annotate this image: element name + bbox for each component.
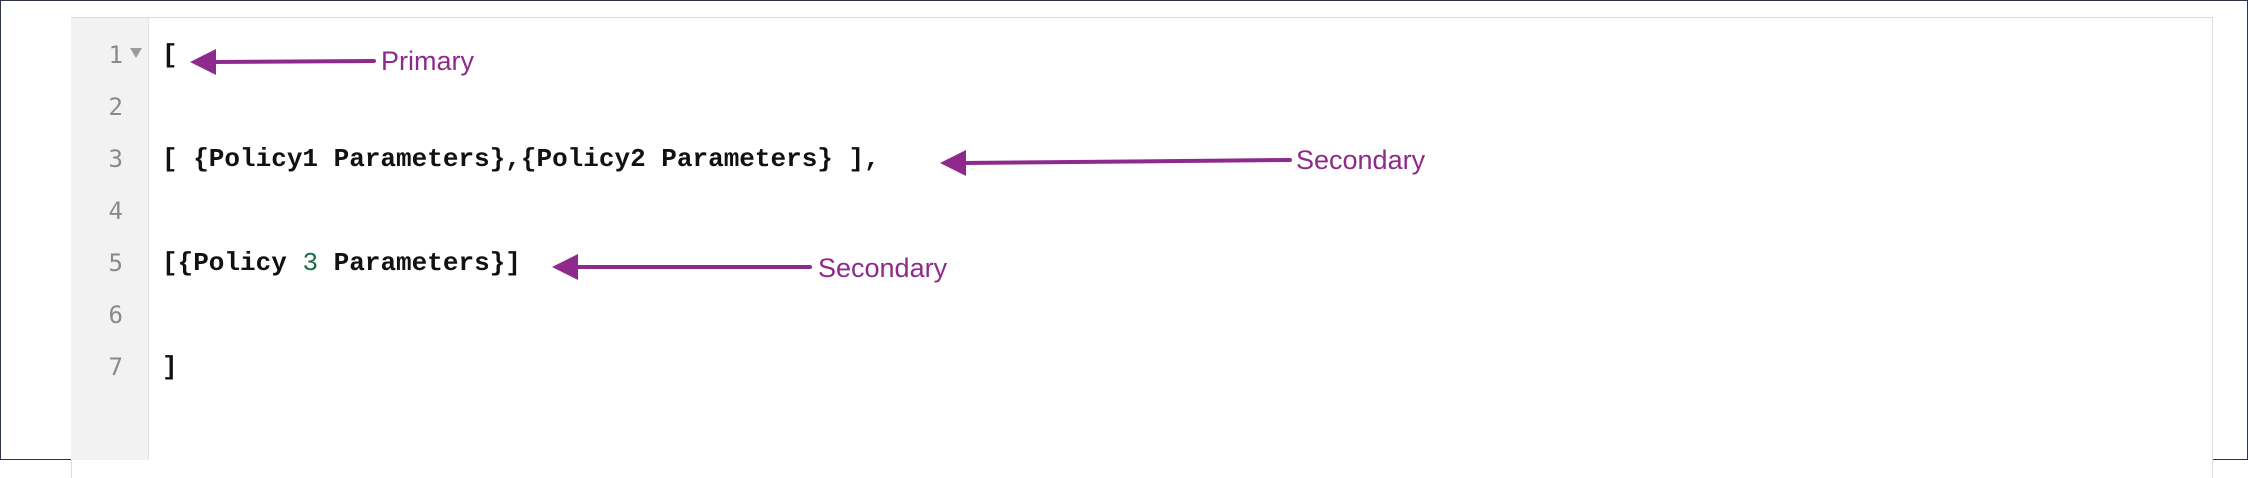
line-number-gutter: [71, 18, 149, 460]
code-number-token: 3: [302, 248, 319, 278]
line-number-6: 6: [108, 301, 123, 329]
fold-arrow-icon[interactable]: [130, 48, 142, 58]
secondary-label-1: Secondary: [1296, 145, 1426, 175]
code-line-5-end: Parameters}]: [318, 248, 521, 278]
line-number-7: 7: [108, 353, 123, 381]
line-number-3: 3: [108, 145, 123, 173]
line-number-1: 1: [108, 41, 123, 69]
code-line-5[interactable]: [{Policy 3 Parameters}]: [162, 248, 521, 278]
line-number-5: 5: [108, 249, 123, 277]
line-number-2: 2: [108, 93, 123, 121]
code-line-7[interactable]: ]: [162, 352, 178, 382]
code-line-5-start: [{Policy: [162, 248, 303, 278]
code-line-3[interactable]: [ {Policy1 Parameters},{Policy2 Paramete…: [162, 144, 880, 174]
code-line-1[interactable]: [: [162, 40, 178, 70]
secondary-label-2: Secondary: [818, 253, 948, 283]
line-number-4: 4: [108, 197, 123, 225]
code-editor[interactable]: [71, 17, 2213, 478]
primary-label: Primary: [381, 46, 474, 76]
